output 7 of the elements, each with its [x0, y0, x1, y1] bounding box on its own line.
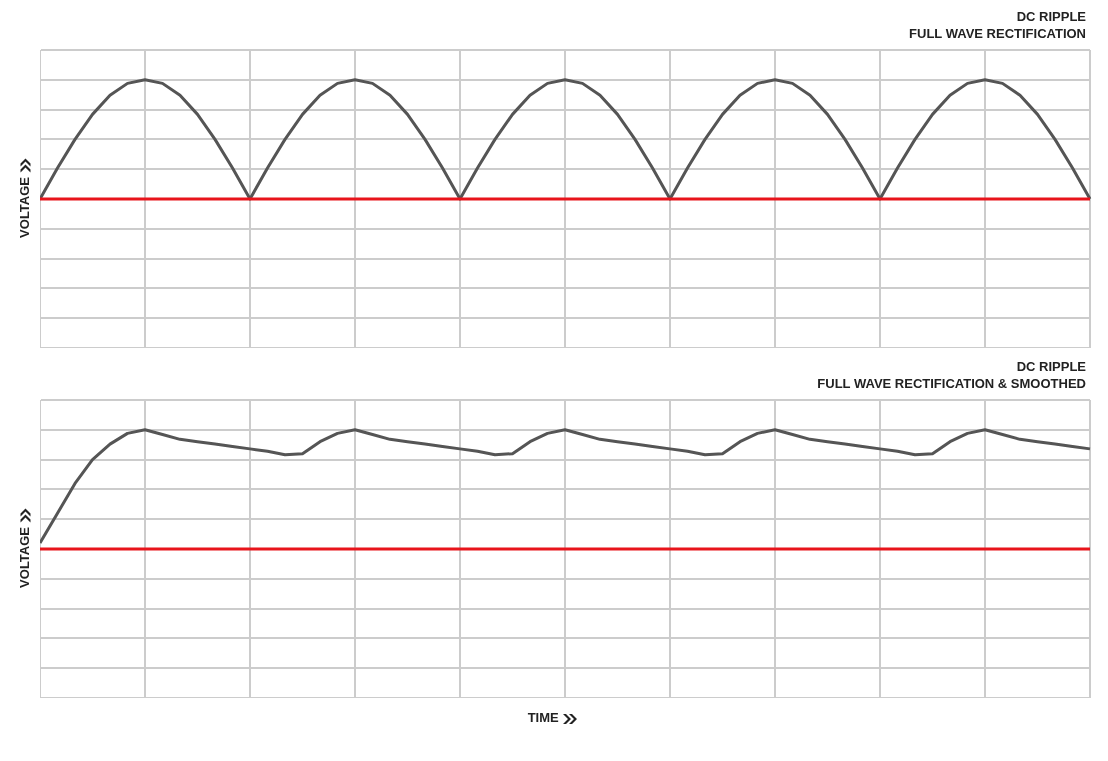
chart-title: DC RIPPLE: [1015, 8, 1086, 25]
y-axis-title: VOLTAGE: [16, 527, 32, 588]
chart-subtitle: FULL WAVE RECTIFICATION & SMOOTHED: [816, 375, 1086, 392]
chart-title: DC RIPPLE: [1015, 358, 1086, 375]
chart-subtitle: FULL WAVE RECTIFICATION: [908, 25, 1086, 42]
y-axis-title: VOLTAGE: [16, 177, 32, 238]
x-axis-title: TIME: [527, 710, 559, 725]
